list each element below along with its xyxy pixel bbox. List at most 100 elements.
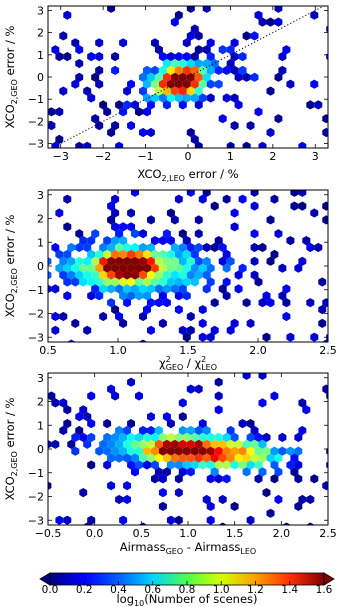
- hexbin-cell: [166, 446, 175, 456]
- hexbin-cell: [218, 453, 227, 463]
- hexbin-cell: [123, 439, 131, 449]
- hexbin-cell: [278, 446, 287, 456]
- hexbin-cell: [210, 58, 219, 69]
- hexbin-cell: [202, 72, 211, 82]
- hexbin-cell: [123, 481, 131, 491]
- hexbin-cell: [302, 236, 311, 246]
- hexbin-cell: [266, 86, 275, 96]
- hexbin-cell: [55, 208, 64, 218]
- hexbin-cell: [218, 494, 227, 505]
- hexbin-cell: [123, 284, 131, 294]
- hexbin-cell: [139, 229, 147, 239]
- hexbin-cell: [103, 236, 112, 246]
- hexbin-cell: [55, 52, 64, 62]
- hexbin-cell: [166, 93, 175, 103]
- hexbin-cell: [51, 45, 60, 55]
- hexbin-cell: [111, 194, 120, 204]
- hexbin-cell: [55, 515, 64, 525]
- hexbin-cell: [111, 305, 120, 315]
- hexbin-cell: [282, 284, 291, 294]
- hexbin-cell: [250, 270, 259, 280]
- hexbin-cell: [127, 222, 135, 232]
- hexbin-cell: [190, 277, 199, 287]
- hexbin-cell: [286, 236, 295, 246]
- hexbin-cell: [166, 460, 175, 470]
- x-tick-label: 2.5: [319, 527, 337, 540]
- hexbin-cell: [250, 72, 259, 82]
- hexbin-cell: [119, 277, 128, 287]
- hexbin-cell: [59, 270, 68, 280]
- hexbin-cell: [182, 332, 191, 342]
- hexbin-cell: [91, 270, 100, 280]
- hexbin-cell: [318, 277, 327, 287]
- hexbin-cell: [55, 249, 64, 259]
- hexbin-cell: [87, 277, 96, 287]
- hexbin-cell: [103, 432, 112, 442]
- hexbin-cell: [234, 284, 243, 294]
- hexbin-cell: [151, 460, 159, 470]
- hexbin-cell: [71, 432, 80, 442]
- hexbin-cell: [51, 311, 60, 322]
- hexbin-cell: [198, 93, 207, 103]
- hexbin-cell: [158, 249, 167, 259]
- hexbin-cell: [115, 453, 124, 463]
- hexbin-cell: [242, 453, 251, 463]
- hexbin-cell: [186, 467, 195, 477]
- hexbin-cell: [67, 339, 76, 342]
- y-tick-label: 0: [37, 443, 44, 456]
- hexbin-cell: [166, 419, 175, 429]
- hexbin-cell: [131, 270, 139, 280]
- hexbin-cell: [186, 31, 195, 41]
- hexbin-cell: [198, 194, 207, 204]
- hexbin-cell: [154, 45, 163, 55]
- hexbin-cell: [234, 72, 243, 82]
- hexbin-cell: [154, 270, 163, 280]
- hexbin-cell: [135, 263, 143, 273]
- y-tick-label: 2: [37, 27, 44, 40]
- x-tick-label: 1: [227, 150, 234, 163]
- hexbin-cell: [111, 236, 120, 246]
- x-tick-label: −0.5: [35, 527, 62, 540]
- hexbin-cell: [71, 263, 80, 273]
- x-tick-label: −3: [53, 150, 69, 163]
- hexbin-cell: [306, 494, 315, 505]
- hexbin-cell: [239, 364, 247, 373]
- hexbin-cell: [107, 270, 116, 280]
- hexbin-cell: [218, 522, 227, 525]
- hexbin-cell: [51, 439, 60, 449]
- hexbin-cell: [103, 249, 112, 259]
- hexbin-cell: [186, 270, 195, 280]
- hexbin-cell: [186, 58, 195, 69]
- hexbin-cell: [158, 474, 167, 484]
- hexbin-cell: [170, 17, 179, 27]
- hexbin-cell: [158, 318, 167, 328]
- hexbin-cell: [222, 446, 231, 456]
- hexbin-cell: [194, 229, 203, 239]
- hexbin-cell: [202, 242, 211, 253]
- hexbin-cell: [326, 25, 328, 33]
- y-tick-label: 1: [37, 419, 44, 432]
- hexbin-cell: [278, 65, 287, 75]
- panel-2-ticks: 0.5 1.0 1.5 2.0 2.5 3 2 1 0 −1 −2 −3: [28, 189, 337, 357]
- colorbar-tick-label: 1.2: [247, 584, 264, 596]
- hexbin-cell: [270, 249, 279, 259]
- hexbin-cell: [115, 270, 124, 280]
- hexbin-cell: [87, 460, 96, 470]
- hexbin-cell: [83, 141, 92, 148]
- hexbin-cell: [214, 474, 223, 484]
- hexbin-cell: [318, 318, 327, 328]
- hexbin-cell: [262, 446, 271, 456]
- panel-3-xlabel: AirmassGEO - AirmassLEO: [120, 540, 256, 556]
- hexbin-cell: [103, 460, 112, 470]
- hexbin-cell: [222, 249, 231, 259]
- hexbin-cell: [238, 419, 247, 429]
- x-tick-label: 1.0: [179, 527, 197, 540]
- hexbin-cell: [95, 79, 104, 89]
- hexbin-cell: [107, 384, 116, 394]
- colorbar-tick-label: 1.4: [281, 584, 298, 596]
- hexbin-cell: [111, 65, 120, 75]
- hexbin-cell: [254, 277, 263, 287]
- hexbin-cell: [198, 446, 207, 456]
- colorbar-extend-high: [323, 572, 335, 586]
- hexbin-cell: [154, 284, 163, 294]
